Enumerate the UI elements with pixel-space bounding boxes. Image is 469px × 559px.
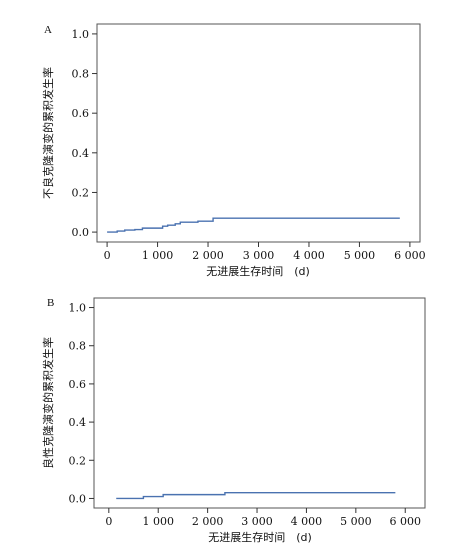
x-tick-label-b: 2 000 — [192, 515, 224, 528]
x-tick-label-b: 0 — [105, 515, 112, 528]
y-tick-label-a: 0.0 — [72, 226, 90, 239]
x-tick-label-b: 4 000 — [291, 515, 323, 528]
x-tick-label-b: 5 000 — [340, 515, 372, 528]
y-axis-title-a: 不良克隆演变的累积发生率 — [41, 67, 55, 199]
panel-label-a: A — [44, 24, 52, 36]
plot-frame-a — [96, 23, 421, 243]
panel-label-b: B — [47, 297, 54, 309]
y-tick-label-a: 0.8 — [72, 68, 90, 81]
y-tick-label-b: 0.4 — [69, 416, 87, 429]
y-tick-label-b: 0.2 — [69, 454, 87, 467]
x-axis-title-a: 无进展生存时间 (d) — [206, 264, 310, 278]
x-tick-label-a: 0 — [104, 249, 111, 262]
x-tick-label-a: 2 000 — [192, 249, 224, 262]
y-tick-label-b: 0.0 — [69, 492, 87, 505]
chart-panel-a: A 0 1 000 2 000 3 000 4 000 5 000 6 000 0.0 0.2… — [41, 23, 426, 278]
y-tick-label-a: 0.6 — [72, 107, 90, 120]
chart-panel-b: B 0 1 000 2 000 3 000 4 000 5 000 6 000 0.0 0.2… — [41, 297, 426, 544]
y-tick-label-b: 0.8 — [69, 340, 87, 353]
y-tick-label-b: 1.0 — [69, 302, 87, 315]
x-axis-title-b: 无进展生存时间 (d) — [208, 530, 312, 544]
y-tick-label-a: 1.0 — [72, 28, 90, 41]
x-tick-label-b: 1 000 — [142, 515, 174, 528]
y-axis-title-b: 良性克隆演变的累积发生率 — [41, 337, 55, 469]
x-ticks-a: 0 1 000 2 000 3 000 4 000 5 000 6 000 — [104, 242, 426, 262]
x-tick-label-b: 3 000 — [241, 515, 273, 528]
cumulative-incidence-curve-a — [107, 217, 400, 233]
x-tick-label-a: 3 000 — [243, 249, 275, 262]
x-tick-label-a: 5 000 — [344, 249, 376, 262]
y-ticks-b: 0.0 0.2 0.4 0.6 0.8 1.0 — [69, 302, 94, 505]
x-tick-label-a: 4 000 — [293, 249, 325, 262]
y-tick-label-a: 0.4 — [72, 147, 90, 160]
plot-frame-b — [93, 297, 426, 509]
y-tick-label-a: 0.2 — [72, 186, 90, 199]
y-tick-label-b: 0.6 — [69, 378, 87, 391]
y-ticks-a: 0.0 0.2 0.4 0.6 0.8 1.0 — [72, 28, 97, 239]
cumulative-incidence-curve-b — [116, 492, 396, 500]
x-tick-label-a: 6 000 — [394, 249, 426, 262]
x-tick-label-b: 6 000 — [389, 515, 421, 528]
x-ticks-b: 0 1 000 2 000 3 000 4 000 5 000 6 000 — [105, 508, 421, 528]
x-tick-label-a: 1 000 — [142, 249, 174, 262]
